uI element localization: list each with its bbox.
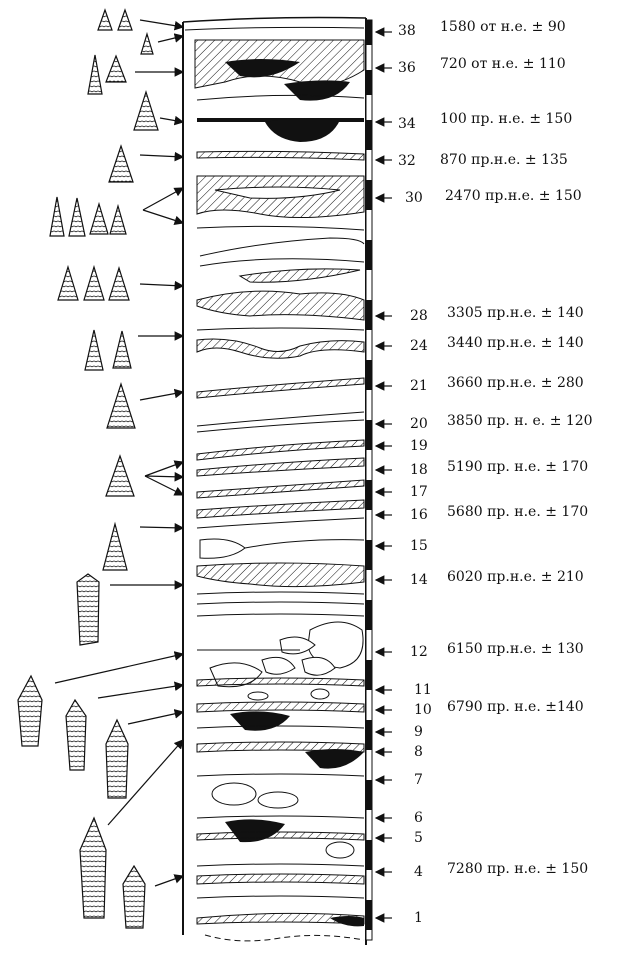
layer-date: 100 пр. н.е. ± 150	[440, 111, 573, 127]
layer-number: 12	[410, 644, 428, 660]
layer-number: 1	[414, 910, 423, 926]
layer-number: 19	[410, 438, 428, 454]
layer-number: 7	[414, 772, 423, 788]
projectile-point-icon	[79, 816, 107, 919]
layer-number: 17	[410, 484, 428, 500]
layer-number: 32	[398, 153, 416, 169]
layer-date: 6020 пр.н.е. ± 210	[447, 569, 584, 585]
layer-number: 16	[410, 507, 428, 523]
layer-number: 28	[410, 308, 428, 324]
projectile-point-icon	[108, 265, 130, 301]
layer-number: 18	[410, 462, 428, 478]
projectile-point-icon	[105, 718, 129, 799]
projectile-point-icon	[65, 698, 87, 771]
layer-date: 2470 пр.н.е. ± 150	[445, 188, 582, 204]
layer-date: 5680 пр. н.е. ± 170	[447, 504, 589, 520]
layer-date: 1580 от н.е. ± 90	[440, 19, 566, 35]
projectile-point-icon	[112, 330, 132, 369]
projectile-point-icon	[108, 144, 134, 183]
layer-number: 5	[414, 830, 423, 846]
layer-number: 8	[414, 744, 423, 760]
projectile-point-icon	[105, 454, 135, 497]
projectile-point-icon	[106, 382, 136, 429]
layer-date: 3660 пр.н.е. ± 280	[447, 375, 584, 391]
projectile-point-icon	[109, 203, 127, 235]
projectile-point-icon	[117, 8, 133, 31]
layer-number: 14	[410, 572, 428, 588]
layer-date: 720 от н.е. ± 110	[440, 56, 566, 72]
projectile-point-icon	[49, 196, 65, 237]
layer-number: 9	[414, 724, 423, 740]
section-column	[182, 16, 367, 945]
layer-date: 7280 пр. н.е. ± 150	[447, 861, 589, 877]
layer-number: 4	[414, 864, 423, 880]
layer-date: 3850 пр. н. е. ± 120	[447, 413, 593, 429]
projectile-point-icon	[76, 573, 100, 646]
projectile-point-icon	[83, 264, 105, 301]
layer-number: 15	[410, 538, 428, 554]
projectile-point-icon	[122, 864, 146, 929]
layer-number: 11	[414, 682, 432, 698]
projectile-point-icon	[89, 201, 109, 235]
layer-number: 34	[398, 116, 416, 132]
projectile-point-icon	[84, 329, 104, 371]
layer-date: 6790 пр. н.е. ±140	[447, 699, 584, 715]
projectile-point-icon	[17, 674, 43, 747]
layer-date: 3440 пр.н.е. ± 140	[447, 335, 584, 351]
layer-number: 20	[410, 416, 428, 432]
layer-date: 6150 пр.н.е. ± 130	[447, 641, 584, 657]
projectile-point-icon	[102, 521, 128, 571]
projectile-point-icon	[133, 90, 159, 131]
artifact-group	[17, 8, 159, 929]
projectile-point-icon	[105, 54, 127, 83]
layer-date: 3305 пр.н.е. ± 140	[447, 305, 584, 321]
layer-number: 24	[410, 338, 428, 354]
layer-number: 10	[414, 702, 432, 718]
layer-number: 30	[405, 190, 423, 206]
layer-date: 5190 пр. н.е. ± 170	[447, 459, 589, 475]
projectile-point-icon	[87, 54, 103, 95]
projectile-point-icon	[57, 264, 79, 301]
layer-number: 36	[398, 60, 416, 76]
projectile-point-icon	[140, 31, 154, 55]
projectile-point-icon	[68, 197, 86, 237]
layer-date: 870 пр.н.е. ± 135	[440, 152, 568, 168]
artifact-arrows	[54, 19, 185, 887]
layer-number: 38	[398, 23, 416, 39]
layer-number: 21	[410, 378, 428, 394]
layer-arrows	[374, 27, 392, 923]
projectile-point-icon	[97, 8, 113, 31]
layer-number: 6	[414, 810, 423, 826]
scale-bar-icon	[365, 19, 373, 941]
